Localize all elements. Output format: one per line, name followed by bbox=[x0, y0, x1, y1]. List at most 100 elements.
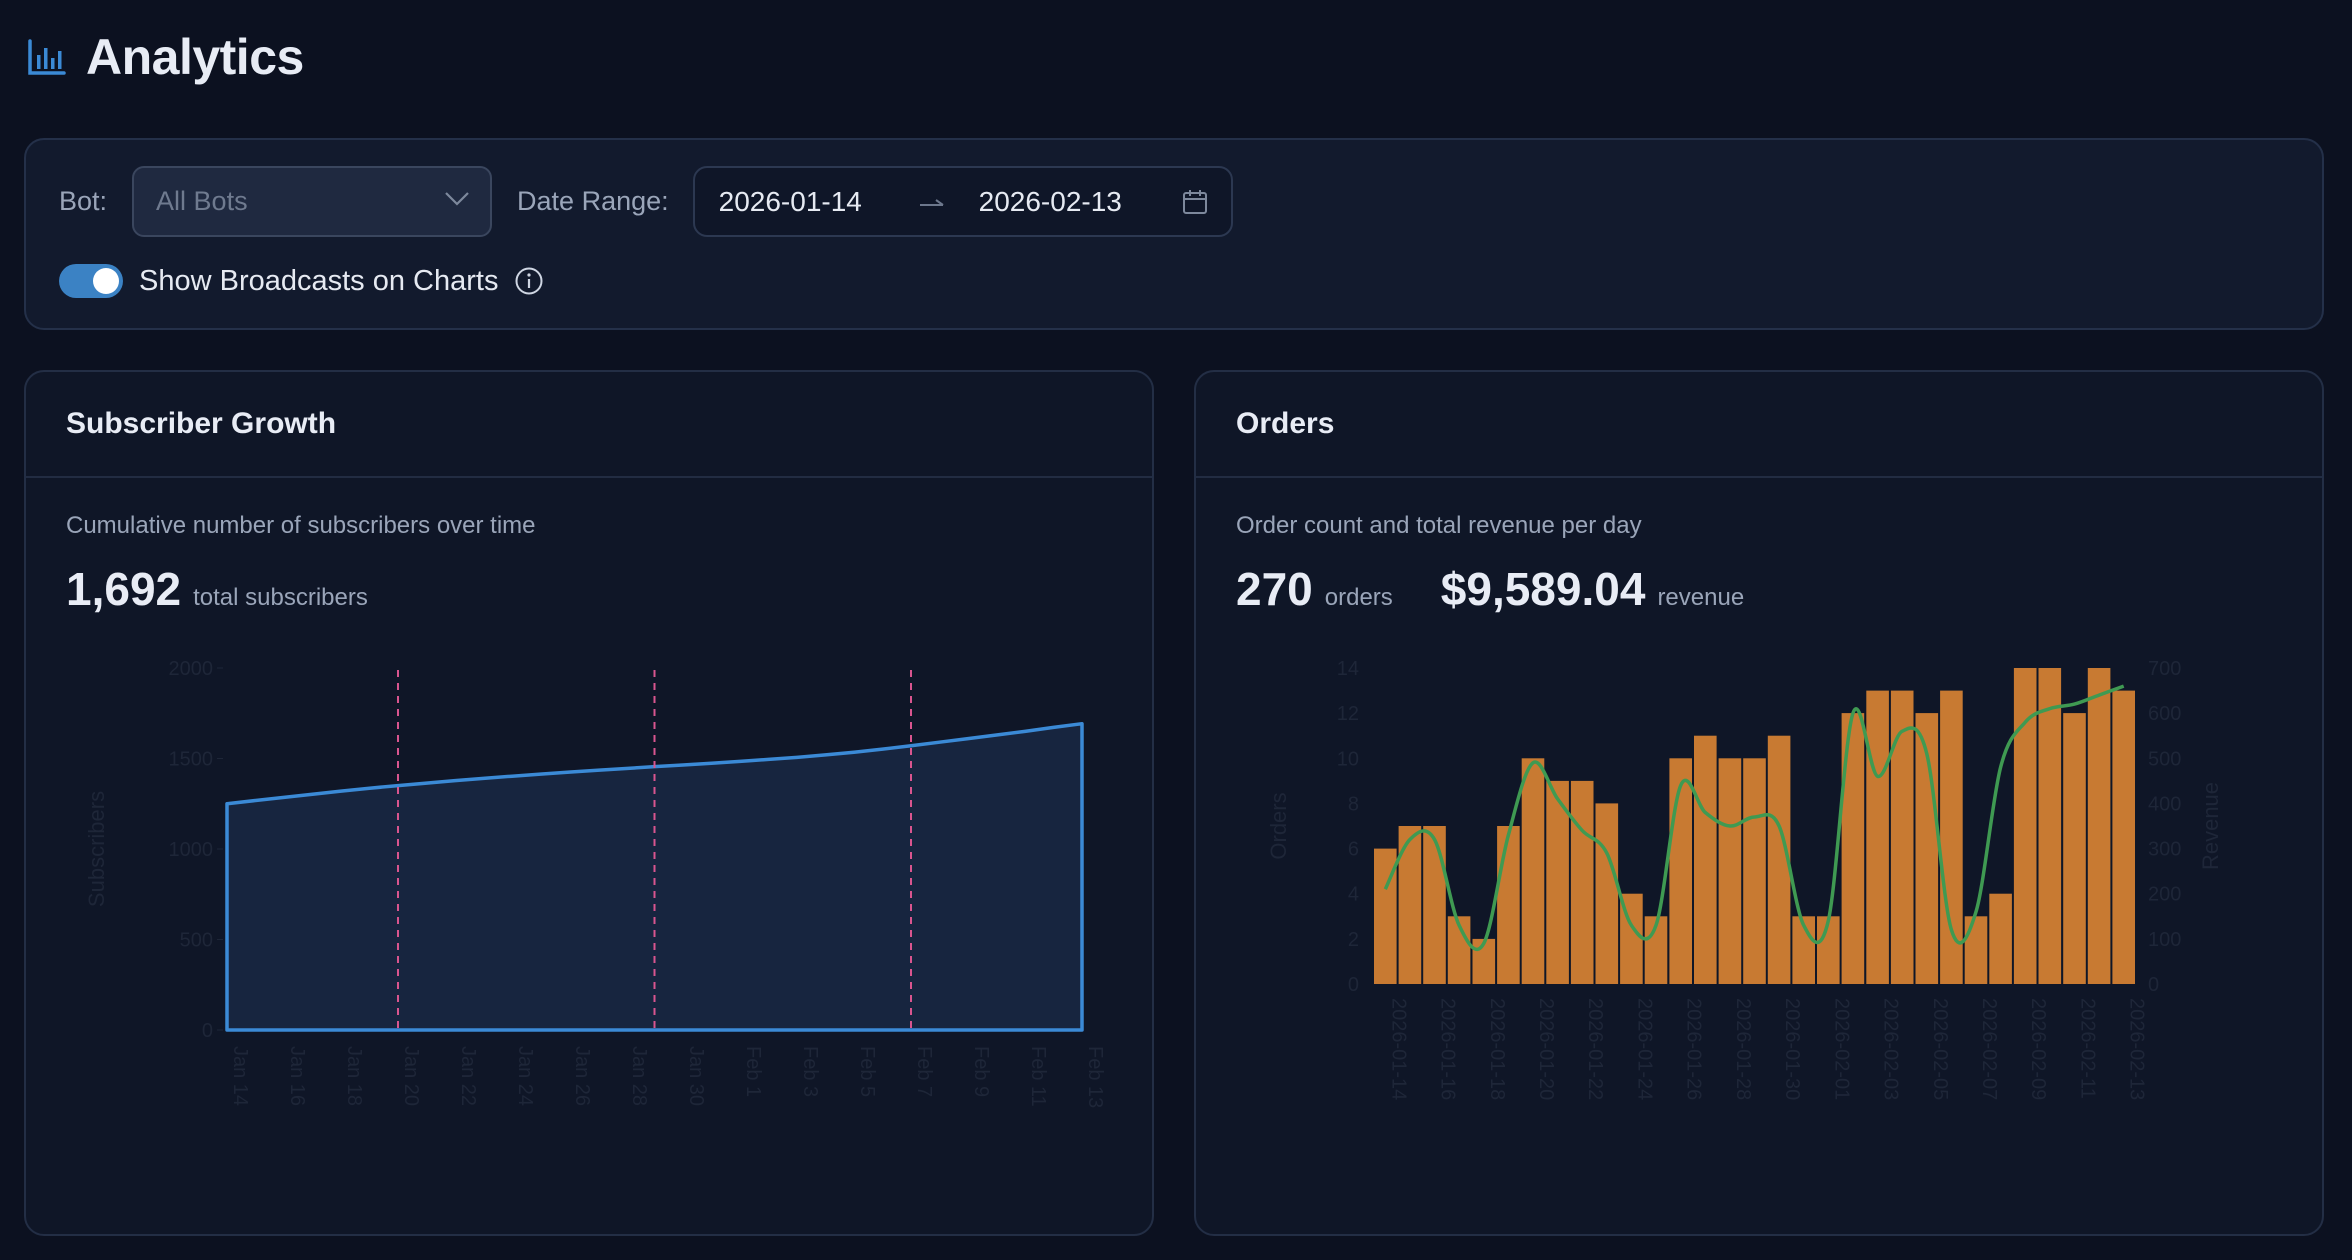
total-subscribers-value: 1,692 bbox=[66, 563, 182, 615]
subscriber-growth-card: Subscriber Growth Cumulative number of s… bbox=[24, 370, 1154, 1236]
y-tick-label: 4 bbox=[1348, 884, 1359, 906]
y2-tick-label: 400 bbox=[2148, 793, 2181, 815]
x-tick-label: 2026-01-14 bbox=[1387, 998, 1409, 1100]
bot-select-value: All Bots bbox=[156, 186, 248, 216]
filter-panel: Bot: All Bots Date Range: 2026-01-14 202… bbox=[24, 138, 2324, 330]
order-bar bbox=[2063, 713, 2086, 984]
order-bar bbox=[2112, 690, 2135, 984]
orders-count-label: orders bbox=[1324, 584, 1393, 611]
x-tick-label: Jan 24 bbox=[514, 1046, 536, 1106]
x-tick-label: Feb 13 bbox=[1084, 1046, 1106, 1108]
x-tick-label: 2026-01-22 bbox=[1584, 998, 1606, 1100]
x-tick-label: Feb 1 bbox=[742, 1046, 764, 1097]
x-tick-label: Feb 3 bbox=[799, 1046, 821, 1097]
subscriber-stats: 1,692 total subscribers bbox=[66, 562, 368, 616]
order-bar bbox=[1718, 758, 1742, 984]
x-tick-label: Feb 7 bbox=[913, 1046, 935, 1097]
date-range-label: Date Range: bbox=[517, 186, 669, 216]
show-broadcasts-toggle[interactable] bbox=[59, 264, 123, 298]
orders-card: Orders Order count and total revenue per… bbox=[1194, 370, 2324, 1236]
page-title: Analytics bbox=[86, 29, 304, 85]
orders-chart: 0 2 4 6 8 10 12 14 0 100 200 300 400 500 600 700 Orders R… bbox=[1266, 658, 2223, 1100]
y-tick-label: 2000 bbox=[169, 658, 214, 680]
filter-row: Bot: All Bots Date Range: 2026-01-14 202… bbox=[59, 166, 1233, 237]
card-title: Orders bbox=[1236, 407, 1335, 440]
date-range-picker[interactable]: 2026-01-14 2026-02-13 bbox=[692, 166, 1233, 237]
order-bar bbox=[1570, 780, 1594, 984]
y2-tick-label: 200 bbox=[2148, 884, 2181, 906]
y-tick-label: 1000 bbox=[169, 839, 214, 861]
x-tick-label: Jan 20 bbox=[400, 1046, 422, 1106]
show-broadcasts-label: Show Broadcasts on Charts bbox=[139, 264, 499, 297]
orders-stats: 270 orders $9,589.04 revenue bbox=[1236, 562, 1744, 616]
order-bar bbox=[1841, 713, 1865, 984]
order-bar bbox=[1374, 848, 1397, 984]
chevron-down-icon bbox=[444, 191, 470, 212]
revenue-value: $9,589.04 bbox=[1440, 563, 1646, 615]
order-bar bbox=[1964, 916, 1988, 984]
card-header: Orders bbox=[1196, 372, 2322, 478]
x-tick-label: Jan 30 bbox=[685, 1046, 707, 1106]
bot-label: Bot: bbox=[59, 186, 108, 216]
y-tick-label: 8 bbox=[1348, 793, 1359, 815]
x-tick-label: 2026-01-30 bbox=[1781, 998, 1803, 1100]
order-bar bbox=[1423, 826, 1446, 984]
x-tick-label: 2026-01-24 bbox=[1633, 998, 1655, 1100]
date-end-input[interactable]: 2026-02-13 bbox=[978, 185, 1122, 217]
y-tick-label: 10 bbox=[1337, 748, 1359, 770]
y-tick-label: 0 bbox=[1348, 974, 1359, 996]
x-tick-label: 2026-02-01 bbox=[1830, 998, 1852, 1100]
x-tick-label: Jan 26 bbox=[571, 1046, 593, 1106]
subscriber-area bbox=[225, 721, 1084, 1032]
revenue-line bbox=[1383, 684, 2125, 952]
x-tick-label: 2026-01-18 bbox=[1486, 998, 1508, 1100]
y-axis-title: Subscribers bbox=[84, 791, 109, 907]
order-bar bbox=[1398, 826, 1422, 984]
y2-tick-label: 700 bbox=[2148, 658, 2181, 680]
page-header: Analytics bbox=[26, 28, 304, 86]
y2-tick-label: 0 bbox=[2148, 974, 2159, 996]
subscriber-growth-chart: 0 500 1000 1500 2000 Subscribers Jan 14 Jan 16 J… bbox=[84, 658, 1106, 1108]
bar-chart-icon bbox=[26, 37, 66, 77]
bot-select[interactable]: All Bots bbox=[132, 166, 493, 237]
y-tick-label: 6 bbox=[1348, 839, 1359, 861]
revenue-label: revenue bbox=[1657, 584, 1745, 611]
x-tick-label: Jan 28 bbox=[628, 1046, 650, 1106]
y-axis-title: Orders bbox=[1266, 792, 1291, 859]
x-tick-label: 2026-01-26 bbox=[1683, 998, 1705, 1100]
order-bar bbox=[1890, 690, 1914, 984]
y2-tick-label: 300 bbox=[2148, 839, 2181, 861]
order-bar bbox=[1694, 735, 1717, 984]
toggle-knob bbox=[93, 268, 119, 294]
x-tick-label: 2026-02-05 bbox=[1929, 998, 1951, 1100]
x-tick-label: Jan 14 bbox=[229, 1046, 251, 1106]
calendar-icon[interactable] bbox=[1181, 188, 1209, 216]
card-description: Cumulative number of subscribers over ti… bbox=[66, 512, 536, 539]
order-bar bbox=[1817, 916, 1840, 984]
order-bar bbox=[1521, 758, 1545, 984]
arrow-right-icon bbox=[919, 186, 979, 217]
order-bar bbox=[2013, 668, 2037, 984]
y-tick-label: 2 bbox=[1348, 929, 1359, 951]
x-tick-label: Jan 22 bbox=[457, 1046, 479, 1106]
x-tick-label: 2026-02-03 bbox=[1880, 998, 1902, 1100]
x-tick-label: Jan 18 bbox=[343, 1046, 365, 1106]
y2-axis-title: Revenue bbox=[2198, 782, 2223, 870]
y-tick-label: 1500 bbox=[169, 749, 214, 771]
y-tick-label: 12 bbox=[1337, 703, 1359, 725]
card-title: Subscriber Growth bbox=[66, 407, 337, 440]
order-bar bbox=[1644, 916, 1668, 984]
order-bar bbox=[1743, 758, 1766, 984]
order-bar bbox=[1866, 690, 1889, 984]
order-bar bbox=[1669, 758, 1692, 984]
x-tick-label: 2026-01-20 bbox=[1535, 998, 1557, 1100]
x-tick-label: Feb 9 bbox=[970, 1046, 992, 1097]
y-tick-label: 14 bbox=[1337, 658, 1359, 680]
order-bar bbox=[1546, 780, 1569, 984]
order-bar bbox=[2087, 668, 2111, 984]
x-tick-label: Feb 5 bbox=[856, 1046, 878, 1097]
x-tick-label: 2026-01-16 bbox=[1437, 998, 1459, 1100]
info-icon[interactable] bbox=[514, 266, 544, 296]
date-start-input[interactable]: 2026-01-14 bbox=[718, 185, 862, 217]
x-tick-label: 2026-02-07 bbox=[1978, 998, 2000, 1100]
